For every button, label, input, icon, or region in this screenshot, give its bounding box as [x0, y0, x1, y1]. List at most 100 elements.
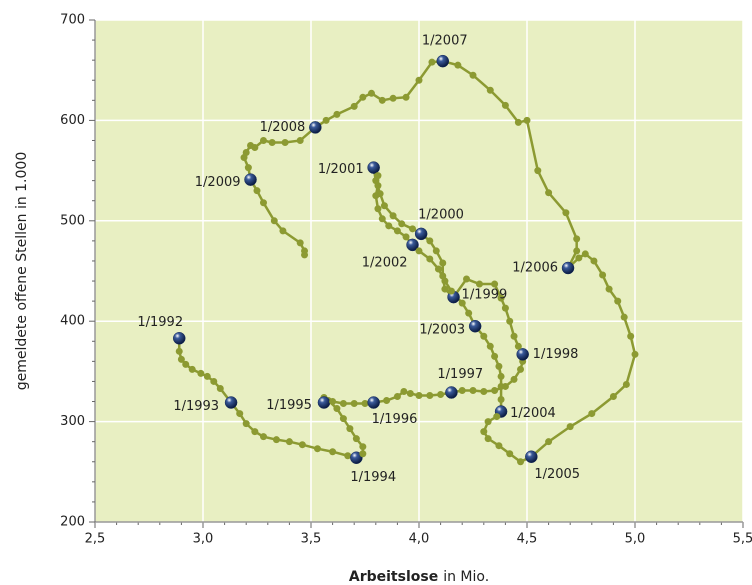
point — [441, 285, 449, 293]
point — [510, 332, 518, 340]
point-label: 1/2000 — [418, 207, 464, 222]
point — [480, 387, 488, 395]
x-axis-label-unit: in Mio. — [443, 569, 489, 585]
highlight-point — [244, 173, 257, 186]
point — [259, 433, 267, 441]
point — [339, 400, 347, 408]
point — [566, 423, 574, 431]
point — [491, 386, 499, 394]
point-label: 1/1992 — [137, 315, 183, 330]
point — [497, 294, 505, 302]
point — [491, 280, 499, 288]
point — [359, 450, 367, 458]
point — [463, 275, 471, 283]
point-label: 1/1996 — [372, 412, 418, 427]
point-label: 1/2007 — [422, 34, 468, 49]
point — [298, 441, 306, 449]
x-tick-label: 3,5 — [301, 532, 322, 547]
point — [631, 350, 639, 358]
point-label: 1/1998 — [533, 347, 579, 362]
point — [402, 93, 410, 101]
point — [259, 136, 267, 144]
point — [575, 254, 583, 262]
point — [374, 205, 382, 213]
x-tick-label: 5,5 — [733, 532, 752, 547]
highlight-point — [468, 319, 482, 333]
point — [175, 347, 183, 355]
point — [491, 352, 499, 360]
point — [484, 435, 492, 443]
point — [378, 215, 386, 223]
y-tick-label: 300 — [60, 414, 85, 429]
point — [480, 332, 488, 340]
point — [253, 187, 261, 195]
point — [359, 443, 367, 451]
point — [545, 189, 553, 197]
highlight-point — [367, 161, 380, 174]
highlight-point — [516, 348, 529, 361]
point — [486, 342, 494, 350]
highlight-point — [436, 54, 450, 68]
point — [389, 212, 397, 220]
point — [182, 360, 190, 368]
point — [383, 397, 391, 405]
point — [389, 94, 397, 102]
point — [497, 382, 505, 390]
point — [236, 410, 244, 418]
point — [402, 233, 410, 241]
point — [380, 202, 388, 210]
point — [428, 58, 436, 66]
point — [426, 255, 434, 263]
point — [514, 342, 522, 350]
point — [333, 405, 341, 413]
point — [415, 76, 423, 84]
point — [458, 299, 466, 307]
point — [210, 377, 218, 385]
point — [393, 227, 401, 235]
point — [339, 415, 347, 423]
point — [517, 458, 525, 466]
y-tick-label: 400 — [60, 314, 85, 329]
point — [385, 222, 393, 230]
point — [501, 304, 509, 312]
point — [510, 375, 518, 383]
point — [501, 101, 509, 109]
point — [352, 435, 360, 443]
point — [244, 164, 252, 172]
point — [374, 172, 382, 180]
highlight-point — [350, 451, 363, 464]
point — [437, 390, 445, 398]
point — [400, 387, 408, 395]
point — [495, 442, 503, 450]
point — [398, 220, 406, 228]
y-tick-label: 700 — [60, 13, 85, 28]
point — [188, 365, 196, 373]
x-axis-label-main: Arbeitslose — [349, 569, 438, 585]
point — [406, 389, 414, 397]
x-tick-label: 5,0 — [625, 532, 646, 547]
point — [545, 438, 553, 446]
point — [441, 277, 449, 285]
point — [259, 199, 267, 207]
point — [588, 410, 596, 418]
point — [301, 251, 309, 259]
point-label: 1/2008 — [260, 120, 306, 135]
point — [517, 365, 525, 373]
point-label: 1/2009 — [195, 175, 241, 190]
highlight-point — [309, 121, 322, 134]
point — [393, 393, 401, 400]
x-tick-label: 3,0 — [193, 532, 214, 547]
point-label: 1/1999 — [462, 288, 508, 303]
point — [247, 142, 255, 149]
point — [506, 317, 514, 325]
point — [346, 425, 354, 433]
point — [495, 362, 503, 370]
x-tick-label: 2,5 — [85, 532, 106, 547]
point — [454, 61, 462, 69]
highlight-point — [172, 332, 186, 345]
point — [432, 247, 440, 255]
point — [415, 247, 423, 255]
point — [599, 271, 607, 279]
highlight-point — [525, 450, 538, 463]
point — [279, 227, 287, 235]
